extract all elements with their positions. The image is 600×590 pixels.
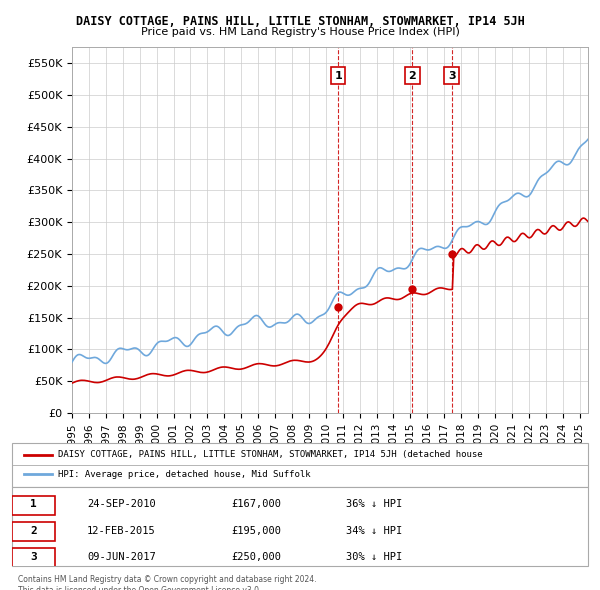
Text: 1: 1 — [30, 499, 37, 509]
Text: 2: 2 — [409, 71, 416, 81]
Text: DAISY COTTAGE, PAINS HILL, LITTLE STONHAM, STOWMARKET, IP14 5JH (detached house: DAISY COTTAGE, PAINS HILL, LITTLE STONHA… — [58, 450, 483, 460]
Text: 2: 2 — [30, 526, 37, 536]
Text: 36% ↓ HPI: 36% ↓ HPI — [346, 499, 403, 509]
FancyBboxPatch shape — [12, 487, 588, 566]
Text: 3: 3 — [30, 552, 37, 562]
Text: 09-JUN-2017: 09-JUN-2017 — [87, 552, 155, 562]
FancyBboxPatch shape — [12, 496, 55, 514]
FancyBboxPatch shape — [12, 548, 55, 567]
Text: £195,000: £195,000 — [231, 526, 281, 536]
Text: HPI: Average price, detached house, Mid Suffolk: HPI: Average price, detached house, Mid … — [58, 470, 311, 479]
FancyBboxPatch shape — [12, 522, 55, 541]
FancyBboxPatch shape — [12, 442, 588, 487]
Text: 1: 1 — [334, 71, 342, 81]
Text: 3: 3 — [448, 71, 455, 81]
Text: £250,000: £250,000 — [231, 552, 281, 562]
Text: 30% ↓ HPI: 30% ↓ HPI — [346, 552, 403, 562]
Text: £167,000: £167,000 — [231, 499, 281, 509]
Text: Price paid vs. HM Land Registry's House Price Index (HPI): Price paid vs. HM Land Registry's House … — [140, 27, 460, 37]
Text: 34% ↓ HPI: 34% ↓ HPI — [346, 526, 403, 536]
Text: DAISY COTTAGE, PAINS HILL, LITTLE STONHAM, STOWMARKET, IP14 5JH: DAISY COTTAGE, PAINS HILL, LITTLE STONHA… — [76, 15, 524, 28]
Text: 12-FEB-2015: 12-FEB-2015 — [87, 526, 155, 536]
Text: 24-SEP-2010: 24-SEP-2010 — [87, 499, 155, 509]
Text: Contains HM Land Registry data © Crown copyright and database right 2024.
This d: Contains HM Land Registry data © Crown c… — [18, 575, 317, 590]
